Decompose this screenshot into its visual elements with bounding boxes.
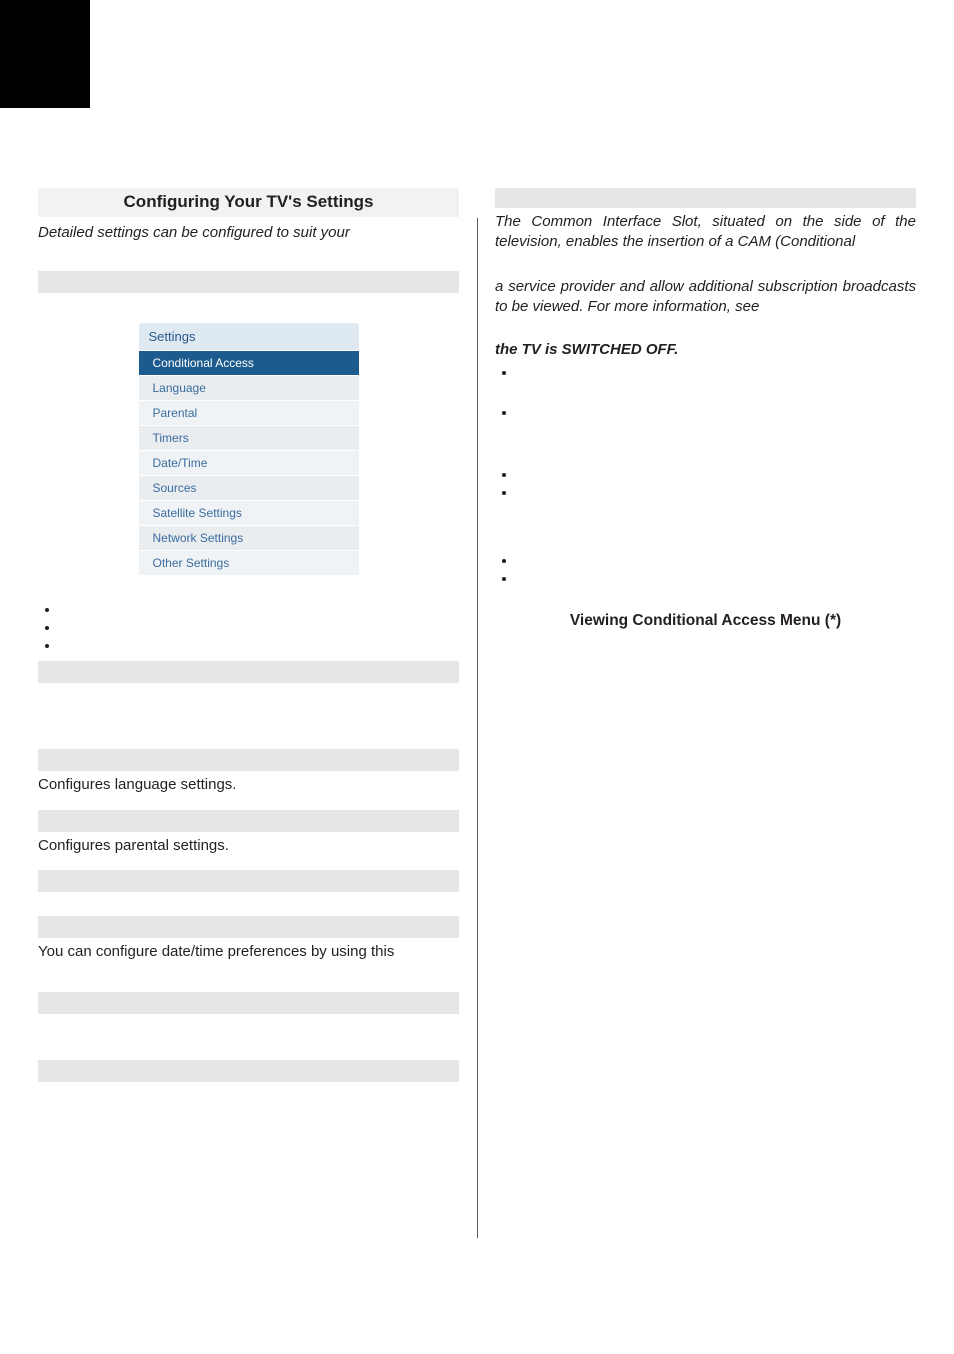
gray-bar-5 <box>38 870 459 892</box>
gray-bar-2 <box>38 661 459 683</box>
bullet-empty <box>60 633 459 651</box>
bullet-empty <box>517 462 916 480</box>
menu-item-other: Other Settings <box>139 550 359 575</box>
right-column: The Common Interface Slot, situated on t… <box>477 188 916 1086</box>
gray-bar-1 <box>38 271 459 293</box>
column-divider <box>477 218 478 1238</box>
menu-item-network: Network Settings <box>139 525 359 550</box>
language-desc: Configures language settings. <box>38 775 459 795</box>
gray-bar-8 <box>38 1060 459 1082</box>
right-bullet-list-4 <box>495 548 916 584</box>
bullet-empty <box>517 566 916 584</box>
ci-slot-text-1: The Common Interface Slot, situated on t… <box>495 212 916 253</box>
gray-bar-7 <box>38 992 459 1014</box>
gray-bar-r1 <box>495 188 916 208</box>
menu-item-parental: Parental <box>139 400 359 425</box>
english-tab-block <box>0 0 90 108</box>
gray-bar-6 <box>38 916 459 938</box>
datetime-desc: You can configure date/time preferences … <box>38 942 459 962</box>
bullet-empty <box>517 548 916 566</box>
menu-item-timers: Timers <box>139 425 359 450</box>
bullet-empty <box>517 360 916 378</box>
right-bullet-list-3 <box>495 462 916 498</box>
parental-desc: Configures parental settings. <box>38 836 459 856</box>
menu-item-sources: Sources <box>139 475 359 500</box>
bullet-empty <box>60 597 459 615</box>
ci-slot-text-2: a service provider and allow additional … <box>495 277 916 318</box>
bullet-empty <box>517 480 916 498</box>
intro-text: Detailed settings can be configured to s… <box>38 223 459 243</box>
right-bullet-list-1 <box>495 360 916 378</box>
menu-item-conditional-access: Conditional Access <box>139 350 359 375</box>
left-bullet-list-1 <box>38 597 459 651</box>
bullet-empty <box>517 400 916 418</box>
conditional-access-subtitle: Viewing Conditional Access Menu (*) <box>495 612 916 630</box>
left-column: Configuring Your TV's Settings Detailed … <box>38 188 477 1086</box>
gray-bar-3 <box>38 749 459 771</box>
right-bullet-list-2 <box>495 400 916 418</box>
bullet-empty <box>60 615 459 633</box>
menu-item-datetime: Date/Time <box>139 450 359 475</box>
menu-item-language: Language <box>139 375 359 400</box>
menu-item-satellite: Satellite Settings <box>139 500 359 525</box>
settings-menu-screenshot: Settings Conditional Access Language Par… <box>139 323 359 575</box>
tv-off-warning: the TV is SWITCHED OFF. <box>495 341 916 358</box>
section-title-configuring: Configuring Your TV's Settings <box>38 188 459 217</box>
gray-bar-4 <box>38 810 459 832</box>
menu-header: Settings <box>139 323 359 350</box>
